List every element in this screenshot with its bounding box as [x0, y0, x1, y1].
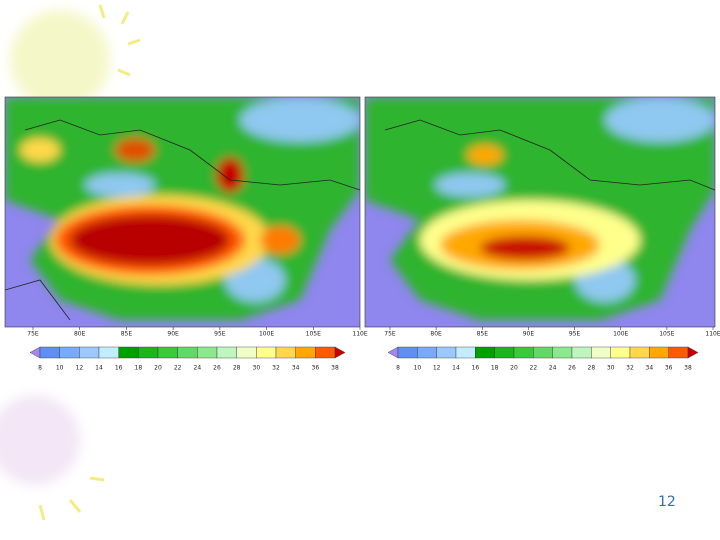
slide-number: 12	[658, 494, 676, 510]
colorbar-label: 30	[253, 365, 261, 372]
colorbar-arrow	[29, 346, 41, 359]
x-tick-label: 110E	[352, 331, 367, 338]
colorbar-label: 20	[154, 365, 162, 372]
colorbar-label: 34	[292, 365, 300, 372]
colorbar-cell	[177, 346, 198, 359]
colorbar-cell	[39, 346, 60, 359]
colorbar-label: 12	[76, 365, 84, 372]
colorbar-cell	[591, 346, 611, 359]
x-tick-label: 110E	[705, 331, 720, 338]
colorbar-label: 10	[414, 365, 422, 372]
x-tick-label: 80E	[74, 331, 86, 338]
colorbar-cell	[275, 346, 296, 359]
colorbar-label: 34	[646, 365, 654, 372]
colorbar-label: 38	[684, 365, 692, 372]
map-frame	[364, 96, 716, 328]
colorbar-cell	[436, 346, 457, 359]
colorbar-label: 20	[510, 365, 518, 372]
colorbar-label: 26	[568, 365, 576, 372]
colorbar-label: 18	[491, 365, 499, 372]
colorbar-label: 24	[194, 365, 202, 372]
colorbar-cell	[668, 346, 689, 359]
colorbar-label: 38	[331, 365, 339, 372]
colorbar-cell	[138, 346, 159, 359]
colorbar-label: 30	[607, 365, 615, 372]
x-tick-label: 105E	[306, 331, 321, 338]
x-tick-label: 80E	[430, 331, 442, 338]
colorbar-label: 32	[626, 365, 634, 372]
colorbar-cell	[118, 346, 139, 359]
colorbar-cell	[157, 346, 178, 359]
colorbar-label: 28	[588, 365, 596, 372]
colorbar-cell	[552, 346, 573, 359]
colorbar-cell	[98, 346, 119, 359]
x-tick-label: 85E	[121, 331, 133, 338]
colorbar-label: 12	[433, 365, 441, 372]
colorbar-cell	[315, 346, 336, 359]
colorbar-cell	[455, 346, 476, 359]
colorbar-cell	[475, 346, 495, 359]
x-tick-label: 85E	[477, 331, 489, 338]
colorbar-label: 14	[452, 365, 460, 372]
colorbar-cell	[397, 346, 418, 359]
colorbar-label: 36	[665, 365, 673, 372]
colorbar-cell	[417, 346, 437, 359]
colorbar-label: 22	[174, 365, 182, 372]
colorbar-cell	[533, 346, 553, 359]
colorbar-label: 18	[135, 365, 143, 372]
x-tick-label: 90E	[167, 331, 179, 338]
colorbar-label: 8	[38, 365, 42, 372]
colorbar-label: 32	[272, 365, 280, 372]
colorbar-arrow	[387, 346, 399, 359]
colorbar-cell	[649, 346, 669, 359]
x-tick-label: 90E	[523, 331, 535, 338]
colorbar-label: 16	[115, 365, 123, 372]
colorbar-label: 26	[213, 365, 221, 372]
x-tick-label: 95E	[214, 331, 226, 338]
colorbar-label: 28	[233, 365, 241, 372]
colorbar-cell	[256, 346, 277, 359]
colorbar-label: 16	[472, 365, 480, 372]
x-tick-label: 100E	[259, 331, 274, 338]
map-frame	[4, 96, 361, 328]
colorbar-label: 14	[95, 365, 103, 372]
colorbar-cell	[610, 346, 631, 359]
colorbar-arrow	[334, 346, 346, 359]
x-tick-label: 100E	[613, 331, 628, 338]
colorbar-label: 10	[56, 365, 64, 372]
colorbar-cell	[216, 346, 237, 359]
colorbar-cell	[494, 346, 515, 359]
colorbar-cell	[59, 346, 80, 359]
colorbar-label: 24	[549, 365, 557, 372]
colorbar-label: 36	[312, 365, 320, 372]
colorbar-cell	[571, 346, 592, 359]
x-tick-label: 95E	[569, 331, 581, 338]
colorbar-cell	[513, 346, 534, 359]
x-tick-label: 105E	[659, 331, 674, 338]
colorbar-cell	[295, 346, 316, 359]
colorbar-arrow	[687, 346, 699, 359]
colorbar-label: 22	[530, 365, 538, 372]
colorbar-cell	[236, 346, 257, 359]
colorbar-cell	[79, 346, 100, 359]
x-tick-label: 75E	[27, 331, 39, 338]
x-tick-label: 75E	[384, 331, 396, 338]
colorbar-cell	[197, 346, 218, 359]
colorbar-label: 8	[396, 365, 400, 372]
colorbar-cell	[629, 346, 650, 359]
